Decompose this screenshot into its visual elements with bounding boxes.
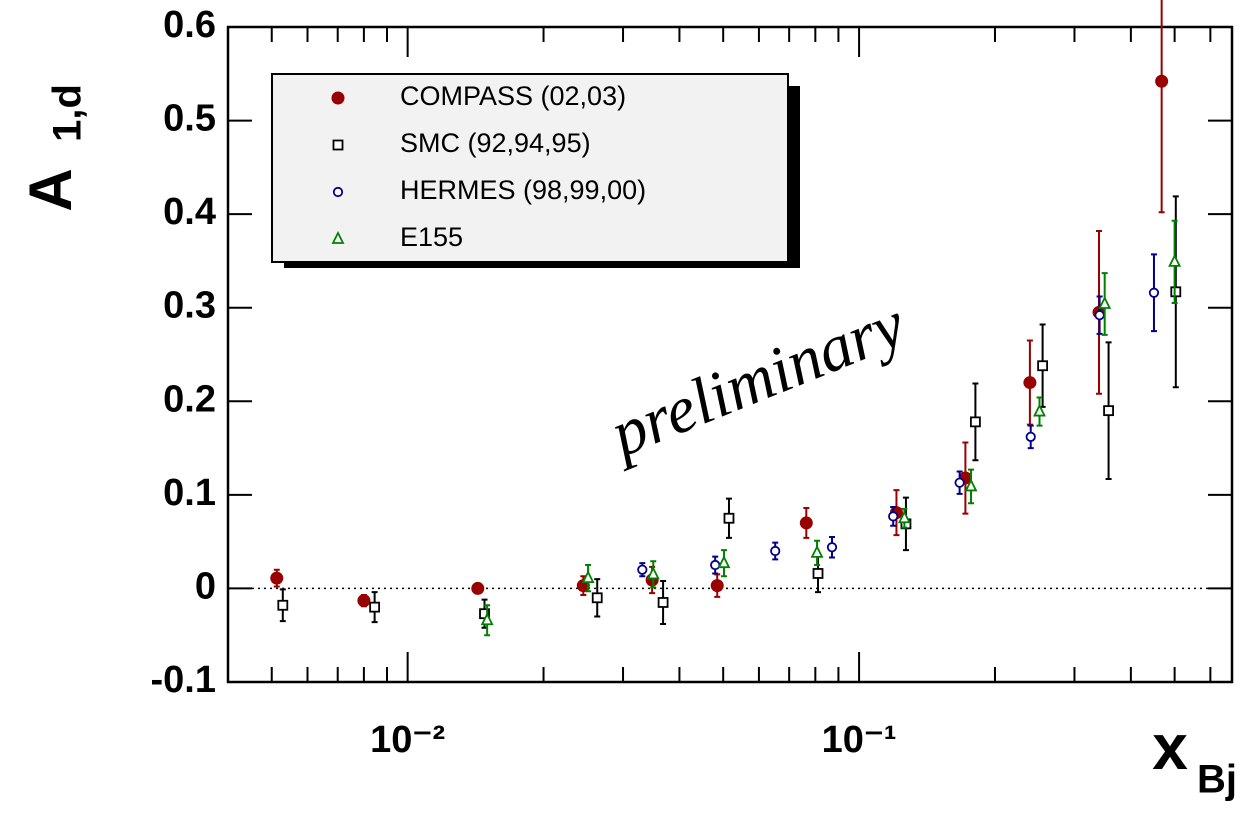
data-point (970, 416, 981, 428)
x-axis-label-subscript: Bj (1197, 758, 1237, 802)
data-point (717, 555, 731, 569)
legend-marker (332, 186, 344, 198)
legend-label: HERMES (98,99,00) (400, 175, 646, 205)
y-tick-label: -0.1 (151, 659, 216, 701)
data-point (810, 544, 824, 558)
data-point (954, 477, 965, 488)
data-point (888, 511, 899, 522)
y-tick-label: 0 (195, 565, 216, 607)
data-point (1023, 376, 1037, 390)
x-axis-label: x (1152, 711, 1188, 783)
data-point (480, 612, 494, 626)
data-point (270, 571, 284, 585)
data-point (637, 564, 648, 575)
data-point (1148, 287, 1160, 298)
data-point (277, 599, 289, 611)
y-tick-label: 0.1 (163, 472, 216, 514)
legend-marker (331, 91, 345, 105)
legend-marker (332, 139, 344, 151)
data-point (646, 566, 660, 580)
legend-label: E155 (400, 222, 463, 252)
data-point (826, 542, 838, 553)
legend-label: SMC (92,94,95) (400, 128, 591, 158)
legend (271, 73, 789, 263)
y-tick-label: 0.6 (163, 4, 216, 46)
data-point (471, 581, 485, 595)
data-point (1025, 431, 1036, 442)
data-point (657, 597, 669, 608)
y-tick-label: 0.4 (163, 191, 216, 233)
data-point (369, 601, 381, 613)
data-point (1155, 74, 1169, 88)
data-point (1170, 286, 1182, 298)
y-tick-label: 0.5 (163, 98, 216, 140)
data-point (1037, 360, 1049, 372)
data-point (799, 516, 813, 530)
data-point (1098, 295, 1112, 309)
plot-frame (226, 25, 1234, 684)
x-tick-label: 10⁻¹ (822, 719, 897, 761)
data-point (581, 570, 595, 584)
y-tick-label: 0.3 (163, 285, 216, 327)
data-point (1033, 403, 1046, 417)
legend-label: COMPASS (02,03) (400, 81, 626, 111)
data-point (710, 579, 724, 593)
data-point (897, 510, 911, 524)
data-point (1094, 310, 1105, 321)
legend-marker (331, 230, 345, 244)
y-axis-label-subscript: 1,d (46, 84, 90, 142)
x-tick-label: 10⁻² (370, 719, 445, 761)
data-point (723, 512, 735, 524)
data-point (1168, 253, 1182, 267)
data-point (770, 545, 781, 557)
y-tick-label: 0.2 (163, 378, 216, 420)
data-point (591, 592, 603, 604)
data-point (357, 594, 371, 608)
data-point (812, 568, 824, 579)
data-point (964, 478, 978, 492)
y-axis-label: A (17, 168, 84, 211)
data-point (1103, 405, 1114, 417)
